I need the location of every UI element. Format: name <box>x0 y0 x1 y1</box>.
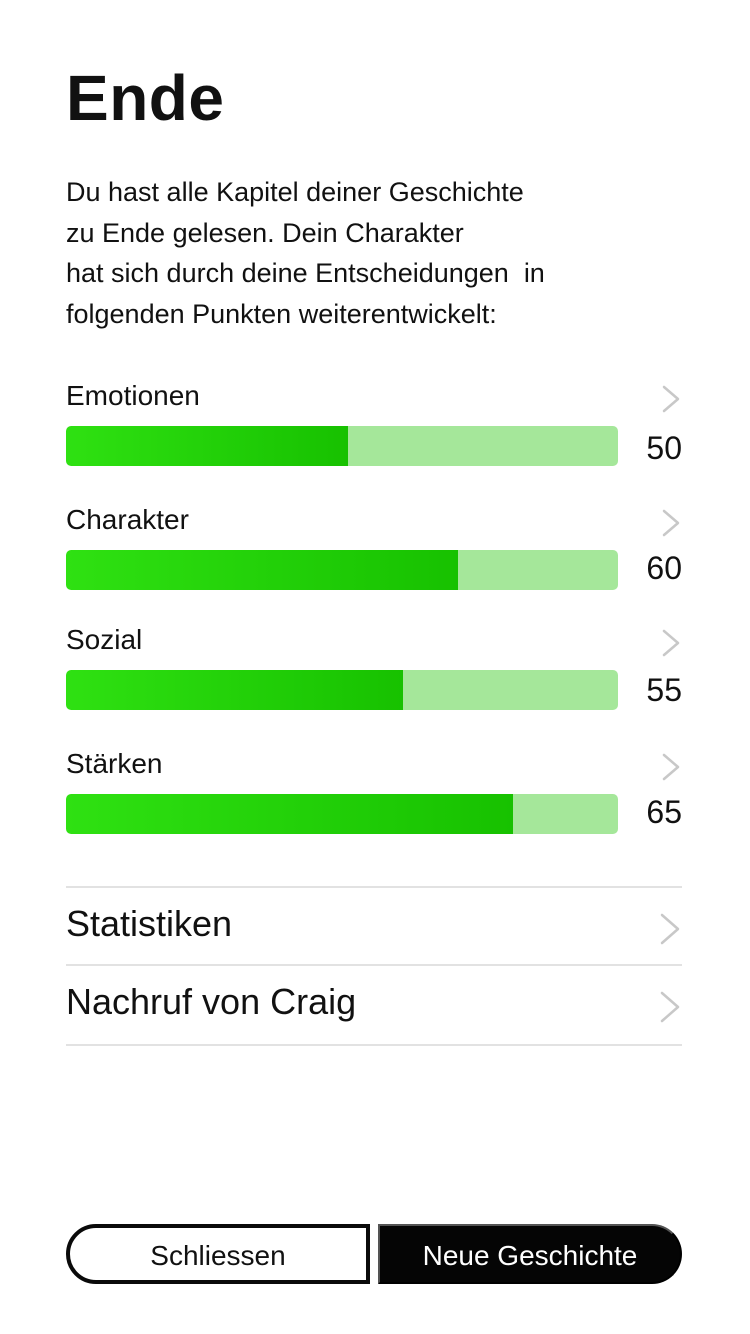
divider <box>66 886 682 888</box>
statistics-label: Statistiken <box>66 903 233 944</box>
stat-charakter[interactable]: Charakter 60 <box>66 504 686 604</box>
stat-label: Emotionen <box>66 380 200 411</box>
obituary-label: Nachruf von Craig <box>66 981 357 1022</box>
intro-line: zu Ende gelesen. Dein Charakter <box>66 217 464 248</box>
divider <box>66 1044 682 1046</box>
chevron-right-icon[interactable] <box>658 384 684 414</box>
page-title: Ende <box>66 62 225 134</box>
chevron-right-icon <box>660 913 680 945</box>
intro-line: folgenden Punkten weiterentwickelt: <box>66 298 497 329</box>
intro-line: Du hast alle Kapitel deiner Geschichte <box>66 177 524 207</box>
stat-label: Charakter <box>66 504 189 535</box>
close-button[interactable]: Schliessen <box>66 1224 370 1284</box>
chevron-right-icon[interactable] <box>658 508 684 538</box>
stat-value: 65 <box>646 794 682 830</box>
stat-staerken[interactable]: Stärken 65 <box>66 748 686 848</box>
stat-label: Stärken <box>66 748 163 779</box>
stat-progress-fill <box>66 670 403 710</box>
stat-progress-fill <box>66 426 348 466</box>
obituary-row[interactable]: Nachruf von Craig <box>66 966 682 1044</box>
stat-value: 60 <box>646 550 682 586</box>
new-story-button[interactable]: Neue Geschichte <box>378 1224 682 1284</box>
stat-value: 55 <box>646 672 682 708</box>
stat-sozial[interactable]: Sozial 55 <box>66 624 686 724</box>
chevron-right-icon[interactable] <box>658 628 684 658</box>
statistics-row[interactable]: Statistiken <box>66 888 682 966</box>
stat-progress-bar <box>66 550 618 590</box>
stat-label: Sozial <box>66 624 143 655</box>
stat-progress-fill <box>66 794 514 834</box>
chevron-right-icon[interactable] <box>658 752 684 782</box>
intro-text: Du hast alle Kapitel deiner Geschichte z… <box>66 172 666 334</box>
divider <box>66 964 682 966</box>
stat-emotionen[interactable]: Emotionen 50 <box>66 380 686 480</box>
stat-progress-bar <box>66 794 618 834</box>
stat-progress-bar <box>66 670 618 710</box>
intro-line: hat sich durch deine Entscheidungen in <box>66 258 545 288</box>
chevron-right-icon <box>660 991 680 1023</box>
stat-progress-bar <box>66 426 618 466</box>
stat-progress-fill <box>66 550 458 590</box>
stat-value: 50 <box>646 430 682 466</box>
